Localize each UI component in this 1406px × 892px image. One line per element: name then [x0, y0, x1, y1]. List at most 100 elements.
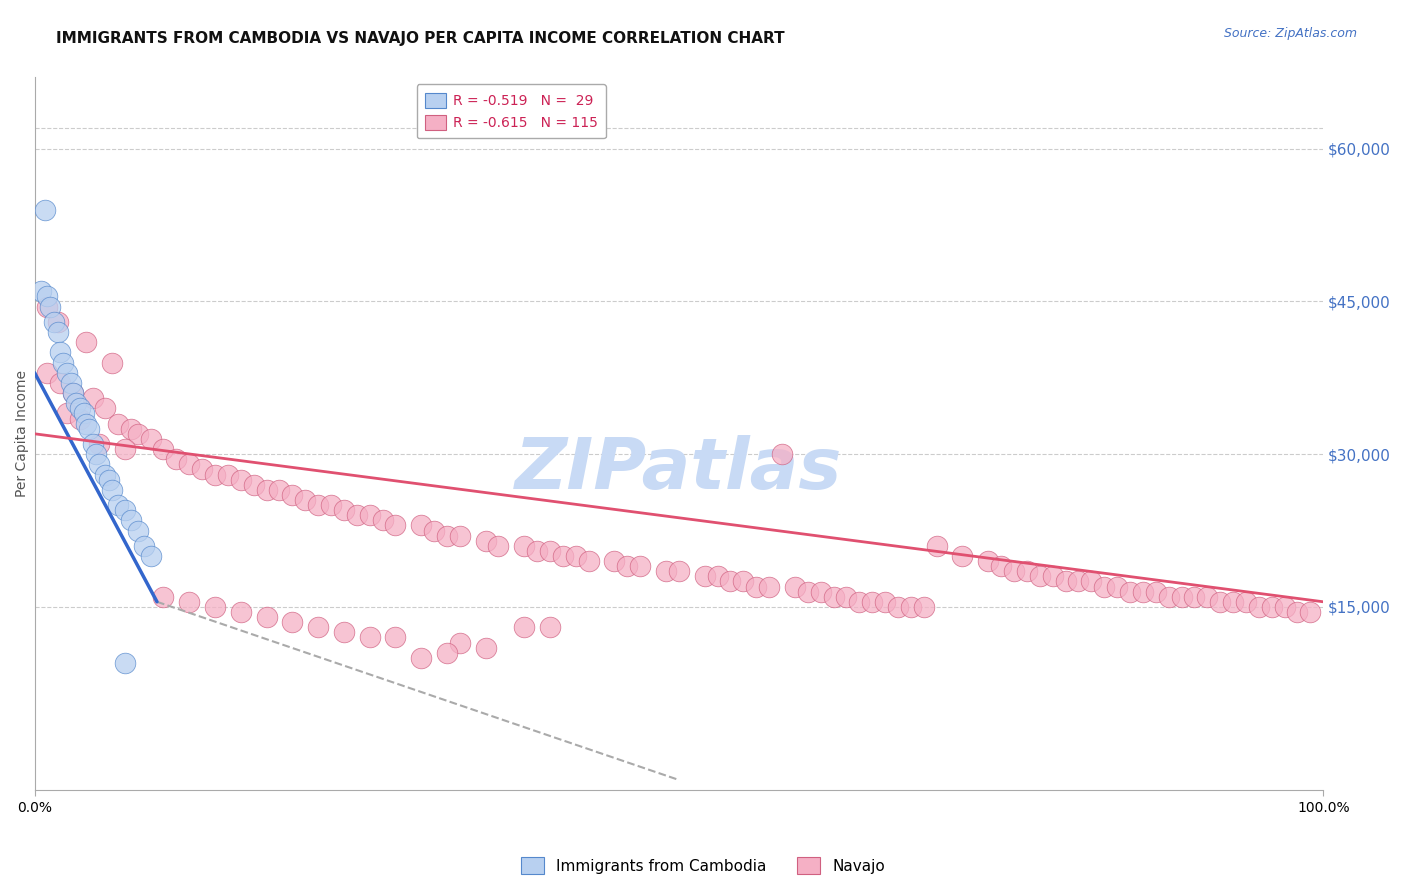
Point — [55, 366, 77, 380]
Point — [436, 646, 458, 660]
Point — [256, 483, 278, 497]
Text: Source: ZipAtlas.com: Source: ZipAtlas.com — [1223, 27, 1357, 40]
Point — [1234, 595, 1257, 609]
Point — [294, 493, 316, 508]
Point — [1080, 574, 1102, 589]
Point — [875, 595, 897, 609]
Point — [107, 498, 129, 512]
Point — [87, 458, 110, 472]
Point — [526, 544, 548, 558]
Point — [1107, 580, 1129, 594]
Point — [127, 524, 149, 538]
Point — [49, 345, 72, 359]
Point — [86, 447, 108, 461]
Point — [411, 518, 433, 533]
Point — [179, 458, 201, 472]
Point — [87, 437, 110, 451]
Point — [745, 580, 768, 594]
Point — [823, 590, 845, 604]
Point — [720, 574, 742, 589]
Point — [307, 620, 329, 634]
Point — [46, 325, 69, 339]
Point — [94, 401, 117, 416]
Point — [1144, 584, 1167, 599]
Point — [75, 335, 97, 350]
Point — [132, 539, 155, 553]
Point — [120, 513, 142, 527]
Point — [34, 202, 56, 217]
Point — [578, 554, 600, 568]
Point — [488, 539, 510, 553]
Point — [423, 524, 446, 538]
Point — [37, 366, 59, 380]
Point — [281, 488, 304, 502]
Point — [333, 625, 356, 640]
Point — [98, 473, 121, 487]
Point — [69, 401, 91, 416]
Point — [835, 590, 858, 604]
Point — [139, 432, 162, 446]
Point — [952, 549, 974, 563]
Point — [65, 396, 87, 410]
Point — [204, 467, 226, 482]
Point — [551, 549, 574, 563]
Point — [69, 411, 91, 425]
Point — [1015, 564, 1038, 578]
Legend: R = -0.519   N =  29, R = -0.615   N = 115: R = -0.519 N = 29, R = -0.615 N = 115 — [416, 85, 606, 138]
Point — [449, 528, 471, 542]
Point — [242, 477, 264, 491]
Point — [565, 549, 588, 563]
Point — [449, 635, 471, 649]
Point — [114, 656, 136, 670]
Point — [39, 300, 62, 314]
Point — [887, 599, 910, 614]
Point — [59, 376, 82, 390]
Point — [333, 503, 356, 517]
Point — [977, 554, 1000, 568]
Point — [1092, 580, 1115, 594]
Point — [191, 462, 214, 476]
Point — [217, 467, 239, 482]
Point — [72, 406, 94, 420]
Point — [1042, 569, 1064, 583]
Point — [538, 544, 561, 558]
Point — [770, 447, 793, 461]
Point — [49, 376, 72, 390]
Point — [758, 580, 780, 594]
Point — [783, 580, 806, 594]
Point — [165, 452, 187, 467]
Point — [52, 355, 75, 369]
Point — [1119, 584, 1142, 599]
Point — [319, 498, 342, 512]
Point — [411, 650, 433, 665]
Point — [693, 569, 716, 583]
Point — [152, 442, 174, 456]
Point — [616, 559, 638, 574]
Point — [371, 513, 394, 527]
Point — [127, 426, 149, 441]
Point — [152, 590, 174, 604]
Point — [912, 599, 935, 614]
Point — [229, 605, 252, 619]
Point — [1029, 569, 1052, 583]
Point — [62, 386, 84, 401]
Point — [1222, 595, 1244, 609]
Point — [77, 422, 100, 436]
Point — [204, 599, 226, 614]
Point — [346, 508, 368, 523]
Point — [281, 615, 304, 629]
Point — [46, 315, 69, 329]
Point — [384, 631, 406, 645]
Point — [256, 610, 278, 624]
Point — [436, 528, 458, 542]
Point — [513, 539, 536, 553]
Point — [733, 574, 755, 589]
Point — [107, 417, 129, 431]
Point — [120, 422, 142, 436]
Point — [359, 631, 381, 645]
Legend: Immigrants from Cambodia, Navajo: Immigrants from Cambodia, Navajo — [515, 851, 891, 880]
Point — [1067, 574, 1090, 589]
Point — [900, 599, 922, 614]
Point — [42, 315, 65, 329]
Point — [810, 584, 832, 599]
